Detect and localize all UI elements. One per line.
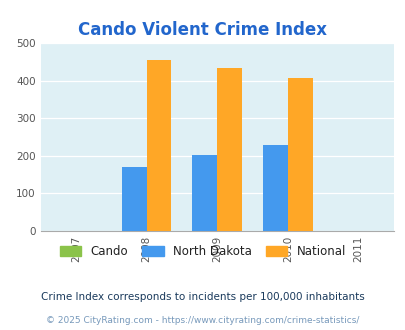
Bar bbox=[146, 60, 171, 231]
Legend: Cando, North Dakota, National: Cando, North Dakota, National bbox=[55, 241, 350, 263]
Bar bbox=[262, 145, 287, 231]
Text: Cando Violent Crime Index: Cando Violent Crime Index bbox=[78, 21, 327, 39]
Text: Crime Index corresponds to incidents per 100,000 inhabitants: Crime Index corresponds to incidents per… bbox=[41, 292, 364, 302]
Bar bbox=[287, 78, 312, 231]
Bar bbox=[192, 155, 217, 231]
Text: © 2025 CityRating.com - https://www.cityrating.com/crime-statistics/: © 2025 CityRating.com - https://www.city… bbox=[46, 315, 359, 325]
Bar bbox=[217, 69, 241, 231]
Bar bbox=[122, 167, 146, 231]
